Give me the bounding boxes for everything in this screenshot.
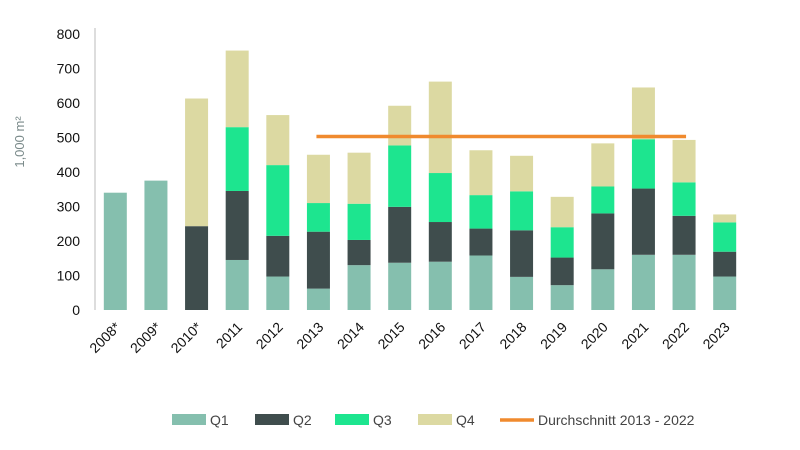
x-tick-label: 2022	[659, 319, 692, 352]
legend-label: Q2	[293, 412, 312, 428]
y-tick-label: 100	[57, 268, 81, 284]
bar-segment-q1	[347, 265, 371, 310]
legend-swatch	[172, 414, 206, 425]
y-tick-label: 200	[57, 233, 81, 249]
x-tick-label: 2012	[253, 319, 286, 352]
x-tick-label: 2009*	[127, 318, 165, 356]
bar-segment-q3	[347, 203, 371, 240]
legend-label: Q1	[210, 412, 229, 428]
bar-segment-q4	[266, 115, 290, 166]
bar-segment-q3	[510, 191, 534, 231]
bar-segment-q2	[550, 257, 574, 286]
bar-segment-q2	[713, 251, 737, 277]
bar-segment-q1	[510, 276, 534, 310]
x-tick-label: 2016	[415, 319, 448, 352]
bar-segment-q2	[225, 190, 249, 260]
bar-segment-q3	[713, 222, 737, 252]
bar-segment-q2	[388, 206, 412, 263]
bar-segment-q4	[631, 87, 655, 140]
bar-segment-q3	[225, 127, 249, 191]
x-tick-label: 2017	[456, 319, 489, 352]
x-tick-label: 2013	[293, 319, 326, 352]
bar-segment-q1	[306, 288, 330, 310]
bar-segment-q4	[306, 154, 330, 204]
x-tick-label: 2014	[334, 319, 367, 352]
bar-segment-q4	[591, 143, 615, 187]
bar-segment-q4	[672, 139, 696, 183]
bar-segment-q1	[713, 276, 737, 310]
bar-segment-q4	[388, 105, 412, 146]
y-axis-label: 1,000 m²	[12, 116, 27, 168]
x-tick-label: 2019	[537, 319, 570, 352]
legend-swatch	[418, 414, 452, 425]
bar-segment-q4	[225, 50, 249, 128]
bar-segment-q2	[428, 222, 452, 262]
y-tick-label: 700	[57, 61, 81, 77]
bar-segment-q2	[266, 235, 290, 277]
y-tick-label: 500	[57, 130, 81, 146]
bar-segment-q1	[591, 269, 615, 310]
bar-segment-q1	[550, 285, 574, 310]
bar-segment-q4	[550, 196, 574, 228]
bar-segment-q3	[469, 195, 493, 229]
y-tick-label: 800	[57, 26, 81, 42]
bar-segment-q2	[185, 226, 209, 310]
bar-segment-q4	[713, 214, 737, 223]
legend: Q1 Q2 Q3 Q4 Durchschnitt 2013 - 2022	[172, 412, 695, 428]
legend-swatch	[335, 414, 369, 425]
x-tick-label: 2010*	[167, 318, 205, 356]
bar-segment-q1	[469, 255, 493, 310]
legend-swatch	[255, 414, 289, 425]
x-tick-label: 2020	[578, 319, 611, 352]
bar-segment-q3	[266, 165, 290, 236]
bar-segment-q4	[347, 152, 371, 204]
bar-segment-q4	[510, 155, 534, 192]
y-tick-label: 300	[57, 199, 81, 215]
bar-segment-q1	[428, 261, 452, 310]
x-tick-label: 2023	[699, 319, 732, 352]
bar-segment-q3	[591, 186, 615, 214]
bars	[103, 50, 737, 310]
bar-segment-q1	[388, 262, 412, 310]
bar-segment-q4	[469, 150, 493, 196]
legend-label: Durchschnitt 2013 - 2022	[538, 412, 695, 428]
bar-segment-q3	[550, 227, 574, 258]
legend-label: Q4	[456, 412, 475, 428]
legend-label: Q3	[373, 412, 392, 428]
bar-segment-q2	[469, 228, 493, 256]
bar-segment-q3	[388, 145, 412, 207]
bar-segment-q2	[672, 215, 696, 255]
bar-segment-q3	[672, 182, 696, 216]
x-tick-label: 2008*	[86, 318, 124, 356]
bar-segment-q2	[631, 188, 655, 255]
bar-segment-q1	[225, 259, 249, 310]
bar-segment-q2	[591, 213, 615, 270]
y-tick-labels: 0 100 200 300 400 500 600 700 800	[57, 26, 81, 318]
bar-segment-q3	[306, 203, 330, 232]
y-tick-label: 400	[57, 164, 81, 180]
bar-segment-q1	[266, 276, 290, 310]
bar-segment-q1	[144, 180, 168, 310]
bar-segment-q1	[672, 254, 696, 310]
bar-segment-q2	[306, 231, 330, 289]
bar-segment-q4	[185, 98, 209, 227]
bar-segment-q1	[631, 254, 655, 310]
y-tick-label: 0	[72, 302, 80, 318]
bar-segment-q4	[428, 81, 452, 174]
bar-segment-q2	[347, 239, 371, 266]
bar-segment-q1	[103, 192, 127, 310]
x-tick-label: 2018	[496, 319, 529, 352]
bar-segment-q3	[428, 173, 452, 223]
bar-segment-q3	[631, 139, 655, 189]
bar-segment-q2	[510, 230, 534, 277]
x-tick-label: 2011	[213, 319, 246, 352]
x-tick-labels: 2008* 2009* 2010* 2011 2012 2013 2014 2015 2016 2…	[86, 318, 733, 356]
x-tick-label: 2015	[374, 319, 407, 352]
y-tick-label: 600	[57, 95, 81, 111]
x-tick-label: 2021	[618, 319, 651, 352]
